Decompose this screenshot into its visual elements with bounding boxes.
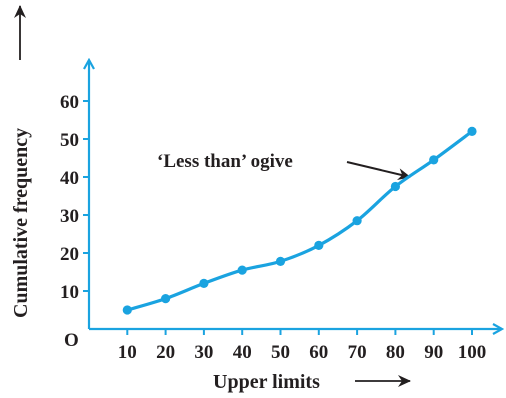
x-tick-label: 80 bbox=[386, 342, 405, 363]
x-tick-label: 10 bbox=[118, 342, 137, 363]
data-point bbox=[314, 240, 324, 250]
x-tick-label: 30 bbox=[194, 342, 213, 363]
data-point bbox=[390, 181, 400, 192]
x-tick-label: 60 bbox=[309, 342, 328, 363]
y-tick-label: 30 bbox=[60, 206, 79, 227]
data-point bbox=[122, 305, 132, 315]
y-tick-label: 60 bbox=[60, 92, 79, 113]
data-point bbox=[275, 256, 286, 266]
x-tick-label: 50 bbox=[271, 342, 290, 363]
y-tick-label: 50 bbox=[60, 130, 79, 151]
data-point bbox=[199, 278, 209, 288]
annotation-arrow bbox=[346, 161, 411, 181]
data-point bbox=[467, 126, 477, 136]
y-ticks: 10 20 30 40 50 60 bbox=[60, 92, 89, 303]
x-tick-label: 20 bbox=[156, 342, 175, 363]
ogive-series-line bbox=[125, 129, 474, 312]
x-tick-label: 40 bbox=[233, 342, 252, 363]
data-point bbox=[237, 265, 247, 275]
origin-label: O bbox=[64, 330, 79, 351]
x-axis-title: Upper limits bbox=[213, 371, 320, 393]
x-ticks: 10 20 30 40 50 60 70 80 90 100 bbox=[118, 329, 486, 363]
y-tick-label: 20 bbox=[60, 244, 79, 265]
y-axis-title: Cumulative frequency bbox=[10, 128, 32, 318]
data-points bbox=[122, 126, 477, 315]
y-tick-label: 40 bbox=[60, 168, 79, 189]
x-tick-label: 70 bbox=[348, 342, 367, 363]
y-tick-label: 10 bbox=[60, 282, 79, 303]
data-point bbox=[161, 294, 171, 304]
x-tick-label: 90 bbox=[424, 342, 443, 363]
annotation-label: ‘Less than’ ogive bbox=[157, 151, 293, 172]
x-tick-label: 100 bbox=[458, 342, 487, 363]
data-point bbox=[429, 155, 439, 165]
data-point bbox=[352, 216, 362, 226]
